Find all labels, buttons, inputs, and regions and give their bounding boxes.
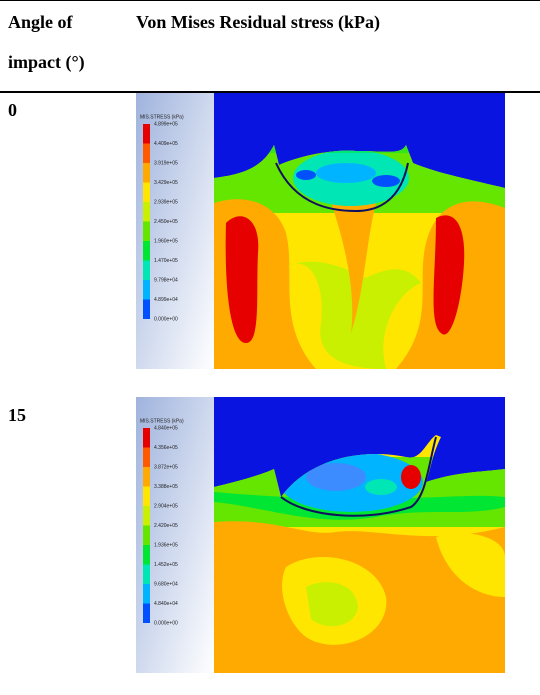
legend-swatch: [143, 124, 150, 144]
legend-label: 2.420e+05: [154, 523, 178, 529]
legend-label: 1.960e+05: [154, 238, 178, 244]
legend-label: 3.919e+05: [154, 160, 178, 166]
legend-swatch: [143, 584, 150, 604]
legend-swatch: [143, 300, 150, 320]
legend-label: 0.000e+00: [154, 316, 178, 322]
legend-swatch: [143, 526, 150, 546]
legend-title: MIS.STRESS (kPa): [140, 114, 184, 120]
legend-label: 4.899e+04: [154, 297, 178, 303]
legend-swatch: [143, 280, 150, 300]
legend-label: 0.000e+00: [154, 620, 178, 626]
legend-label: 4.356e+05: [154, 445, 178, 451]
header-cell: Von Mises Residual stress (kPa): [136, 2, 516, 42]
legend-label: 3.872e+05: [154, 464, 178, 470]
legend-swatch: [143, 241, 150, 261]
legend-label: 3.429e+05: [154, 180, 178, 186]
legend-swatch: [143, 163, 150, 183]
stress-figure: MIS.STRESS (kPa)4.899e+05 4.409e+05 3.919e…: [136, 93, 505, 369]
angle-cell: 0: [8, 90, 17, 130]
legend-label: 1.936e+05: [154, 542, 178, 548]
legend-label: 4.409e+05: [154, 141, 178, 147]
legend-swatch: [143, 487, 150, 507]
legend-label: 4.899e+05: [154, 121, 178, 127]
legend-swatch: [143, 144, 150, 164]
legend-swatch: [143, 545, 150, 565]
legend-label: 1.452e+05: [154, 562, 178, 568]
legend-label: 3.388e+05: [154, 484, 178, 490]
legend-swatch: [143, 428, 150, 448]
legend-swatch: [143, 565, 150, 585]
legend-label: 2.904e+05: [154, 503, 178, 509]
legend-swatch: [143, 202, 150, 222]
legend-label: 9.680e+04: [154, 581, 178, 587]
legend-swatch: [143, 183, 150, 203]
legend-label: 2.939e+05: [154, 199, 178, 205]
page: Angle of impact (°) Von Mises Residual s…: [0, 0, 540, 695]
legend-swatch: [143, 467, 150, 487]
legend-label: 9.798e+04: [154, 277, 178, 283]
legend-title: MIS.STRESS (kPa): [140, 418, 184, 424]
legend-swatch: [143, 261, 150, 281]
legend-label: 2.450e+05: [154, 219, 178, 225]
legend-label: 4.840e+05: [154, 425, 178, 431]
legend-swatch: [143, 222, 150, 242]
legend-swatch: [143, 604, 150, 624]
legend-label: 1.470e+05: [154, 258, 178, 264]
legend-swatch: [143, 448, 150, 468]
legend-label: 4.840e+04: [154, 601, 178, 607]
legend-swatch: [143, 506, 150, 526]
stress-figure: MIS.STRESS (kPa)4.840e+05 4.356e+05 3.872e…: [136, 397, 505, 673]
top-rule: [0, 0, 540, 1]
header-cell: Angle of impact (°): [8, 2, 123, 82]
angle-cell: 15: [8, 395, 26, 435]
